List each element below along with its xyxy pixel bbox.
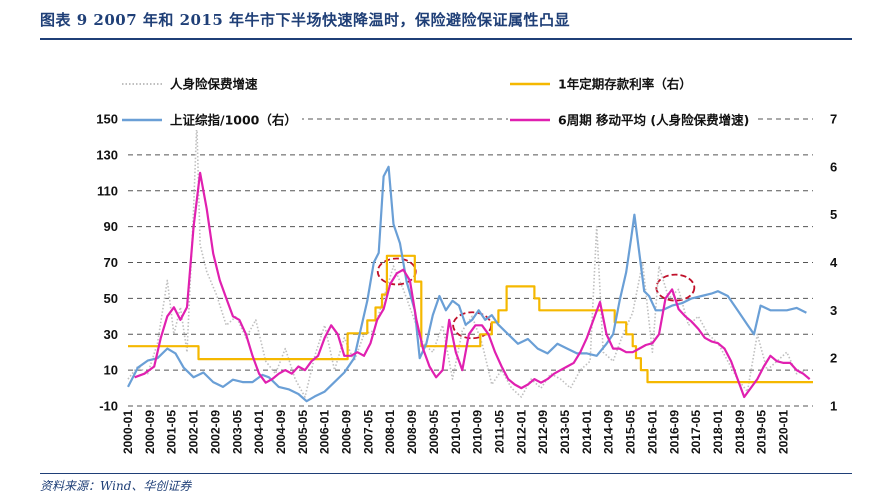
left-tick-label: 130 bbox=[96, 147, 118, 162]
x-tick-label: 2010-01 bbox=[449, 410, 463, 454]
x-tick-label: 2008-01 bbox=[383, 410, 397, 454]
x-tick-label: 2006-09 bbox=[340, 410, 354, 454]
x-tick-label: 2000-09 bbox=[143, 410, 157, 454]
x-tick-label: 2003-05 bbox=[230, 410, 244, 454]
left-axis-ticks: -10 10 30 50 70 90 110 130 150 bbox=[96, 112, 118, 414]
x-tick-label: 2006-01 bbox=[318, 410, 332, 454]
legend-label: 人身险保费增速 bbox=[170, 77, 258, 92]
x-tick-label: 2011-05 bbox=[493, 410, 507, 454]
legend-label: 6周期 移动平均 (人身险保费增速) bbox=[558, 113, 749, 128]
x-tick-label: 2012-01 bbox=[514, 410, 528, 454]
right-tick-label: 6 bbox=[830, 159, 837, 174]
x-tick-label: 2001-05 bbox=[165, 410, 179, 454]
right-tick-label: 5 bbox=[830, 207, 837, 222]
x-tick-label: 2016-01 bbox=[645, 410, 659, 454]
series-line-2 bbox=[128, 254, 813, 384]
left-tick-label: 70 bbox=[104, 255, 118, 270]
footer-rule bbox=[40, 473, 852, 474]
left-tick-label: -10 bbox=[99, 399, 118, 414]
legend-label: 上证综指/1000（右） bbox=[170, 113, 297, 128]
header-rule bbox=[40, 38, 852, 40]
left-tick-label: 50 bbox=[104, 291, 118, 306]
x-tick-label: 2013-05 bbox=[558, 410, 572, 454]
legend-backdrop bbox=[508, 110, 758, 130]
left-tick-label: 150 bbox=[96, 112, 118, 127]
right-tick-label: 3 bbox=[830, 303, 837, 318]
series-line-1 bbox=[127, 121, 807, 398]
legend-label: 1年定期存款利率（右） bbox=[558, 77, 692, 92]
series-line-4 bbox=[134, 171, 811, 399]
left-tick-label: 110 bbox=[97, 183, 118, 198]
x-tick-label: 2009-05 bbox=[427, 410, 441, 454]
left-tick-label: 10 bbox=[104, 363, 118, 378]
x-tick-label: 2019-05 bbox=[755, 410, 769, 454]
x-tick-label: 2005-05 bbox=[296, 410, 310, 454]
right-axis-ticks: 1 2 3 4 5 6 7 bbox=[830, 112, 838, 414]
left-tick-label: 30 bbox=[104, 327, 118, 342]
legend-backdrop bbox=[120, 110, 302, 130]
x-tick-label: 2002-01 bbox=[187, 410, 201, 454]
chart-legend: 人身险保费增速 1年定期存款利率（右） 上证综指/1000（右） 6周期 移动平均 (… bbox=[120, 74, 758, 130]
x-tick-label: 2004-01 bbox=[252, 410, 266, 454]
x-tick-label: 2017-05 bbox=[689, 410, 703, 454]
right-tick-label: 2 bbox=[830, 351, 837, 366]
x-tick-label: 2002-09 bbox=[208, 410, 222, 454]
figure-title: 图表 9 2007 年和 2015 年牛市下半场快速降温时，保险避险保证属性凸显 bbox=[40, 11, 571, 29]
x-tick-label: 2007-05 bbox=[361, 410, 375, 454]
grid-lines bbox=[128, 118, 813, 407]
report-header: 图表 9 2007 年和 2015 年牛市下半场快速降温时，保险避险保证属性凸显 bbox=[0, 0, 880, 42]
x-tick-label: 2014-01 bbox=[580, 410, 594, 454]
x-tick-label: 2012-09 bbox=[536, 410, 550, 454]
left-tick-label: 90 bbox=[104, 219, 118, 234]
right-tick-label: 1 bbox=[830, 399, 837, 414]
x-tick-label: 2020-01 bbox=[777, 410, 791, 454]
legend-backdrop bbox=[120, 74, 302, 94]
x-axis-ticks: 2000-01 2000-09 2001-05 2002-01 2002-09 2003-… bbox=[121, 410, 791, 454]
x-tick-label: 2018-01 bbox=[711, 410, 725, 454]
source-note: 资料来源：Wind、华创证券 bbox=[40, 479, 192, 493]
legend-backdrop bbox=[508, 74, 758, 94]
x-tick-label: 2010-09 bbox=[471, 410, 485, 454]
x-tick-label: 2014-09 bbox=[602, 410, 616, 454]
x-tick-label: 2015-05 bbox=[624, 410, 638, 454]
right-tick-label: 4 bbox=[830, 255, 838, 270]
x-tick-label: 2000-01 bbox=[121, 410, 135, 454]
x-tick-label: 2004-09 bbox=[274, 410, 288, 454]
x-tick-label: 2018-09 bbox=[733, 410, 747, 454]
highlight-circle bbox=[655, 273, 696, 302]
right-tick-label: 7 bbox=[830, 112, 837, 127]
series-lines bbox=[127, 121, 813, 403]
x-tick-label: 2008-09 bbox=[405, 410, 419, 454]
series-line-3 bbox=[127, 165, 807, 403]
x-tick-label: 2016-09 bbox=[667, 410, 681, 454]
